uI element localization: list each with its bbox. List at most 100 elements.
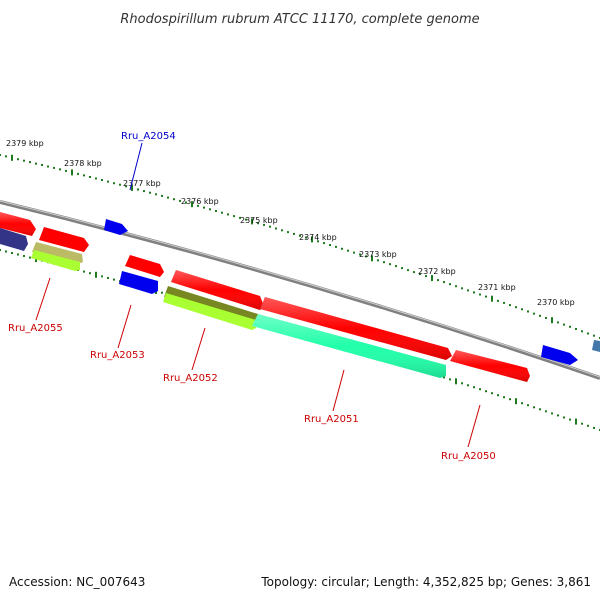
minor-tick: [587, 424, 589, 427]
minor-tick: [269, 225, 271, 228]
minor-tick: [239, 216, 241, 219]
minor-tick: [221, 211, 223, 214]
minor-tick: [587, 332, 589, 335]
gene-label-rru-a2053[interactable]: Rru_A2053: [90, 350, 145, 361]
minor-tick: [545, 410, 547, 413]
minor-tick: [569, 418, 571, 421]
minor-tick: [245, 218, 247, 221]
minor-tick: [581, 422, 583, 425]
gene-feature[interactable]: [31, 250, 80, 271]
label-leaders: [35, 142, 481, 448]
minor-tick: [209, 208, 211, 211]
major-tick: [71, 169, 73, 176]
minor-tick: [275, 227, 277, 230]
minor-tick: [167, 196, 169, 199]
minor-tick: [527, 310, 529, 313]
gene-feature[interactable]: [592, 340, 600, 352]
minor-tick: [461, 287, 463, 290]
minor-tick: [557, 321, 559, 324]
gene-label-rru-a2051[interactable]: Rru_A2051: [304, 414, 359, 425]
minor-tick: [23, 255, 25, 257]
gene-feature[interactable]: [125, 255, 164, 277]
minor-tick: [161, 291, 163, 294]
minor-tick: [77, 172, 79, 175]
minor-tick: [443, 376, 445, 379]
minor-tick: [557, 414, 559, 417]
minor-tick: [17, 158, 19, 161]
major-tick: [251, 218, 253, 225]
map-title: Rhodospirillum rubrum ATCC 11170, comple…: [120, 12, 479, 27]
minor-tick: [479, 388, 481, 391]
leader-line: [117, 304, 132, 349]
minor-tick: [119, 183, 121, 186]
minor-tick: [491, 392, 493, 395]
minor-tick: [365, 255, 367, 258]
gene-label-rru-a2050[interactable]: Rru_A2050: [441, 451, 496, 462]
minor-tick: [83, 270, 85, 273]
gene-feature[interactable]: [0, 228, 28, 251]
minor-tick: [305, 236, 307, 239]
minor-tick: [29, 256, 31, 259]
major-tick: [491, 295, 493, 302]
gene-feature[interactable]: [163, 293, 256, 330]
minor-tick: [317, 240, 319, 243]
minor-tick: [161, 194, 163, 197]
gene-feature[interactable]: [541, 345, 578, 365]
reverse-genes: [0, 212, 530, 382]
minor-tick: [59, 168, 61, 171]
kbp-label: 2377 kbp: [123, 179, 161, 188]
minor-tick: [521, 308, 523, 311]
reverse-scale-ticks: [0, 249, 600, 431]
minor-tick: [299, 234, 301, 237]
minor-tick: [107, 277, 109, 279]
minor-tick: [335, 245, 337, 248]
minor-tick: [497, 394, 499, 397]
minor-tick: [341, 247, 343, 250]
genome-backbone: [0, 200, 600, 380]
minor-tick: [89, 272, 91, 275]
minor-tick: [293, 232, 295, 235]
minor-tick: [461, 382, 463, 385]
minor-tick: [113, 182, 115, 185]
gene-feature[interactable]: [119, 271, 158, 294]
minor-tick: [257, 222, 259, 225]
leader-line: [191, 327, 206, 371]
minor-tick: [515, 306, 517, 309]
minor-tick: [155, 193, 157, 196]
gene-label-rru-a2052[interactable]: Rru_A2052: [163, 373, 218, 384]
minor-tick: [353, 251, 355, 254]
gene-shine: [450, 350, 530, 382]
minor-tick: [359, 253, 361, 256]
kbp-label: 2376 kbp: [181, 197, 219, 206]
kbp-label: 2370 kbp: [537, 298, 575, 307]
major-tick: [131, 184, 133, 191]
minor-tick: [197, 204, 199, 207]
gene-shine: [0, 212, 36, 236]
minor-tick: [11, 252, 13, 254]
gene-feature[interactable]: [39, 227, 89, 252]
gene-feature[interactable]: [32, 242, 83, 264]
minor-tick: [485, 295, 487, 298]
minor-tick: [35, 162, 37, 165]
minor-tick: [533, 406, 535, 409]
kbp-label: 2378 kbp: [64, 159, 102, 168]
major-tick: [11, 154, 13, 161]
gene-label-rru-a2054[interactable]: Rru_A2054: [121, 131, 176, 142]
minor-tick: [467, 384, 469, 387]
minor-tick: [185, 201, 187, 204]
minor-tick: [263, 223, 265, 226]
gene-label-rru-a2055[interactable]: Rru_A2055: [8, 323, 63, 334]
leader-line: [35, 277, 51, 321]
minor-tick: [389, 263, 391, 266]
minor-tick: [173, 198, 175, 201]
minor-tick: [575, 328, 577, 330]
minor-tick: [449, 378, 451, 381]
kbp-label: 2374 kbp: [299, 233, 337, 242]
minor-tick: [5, 250, 7, 253]
minor-tick: [437, 279, 439, 282]
minor-tick: [551, 412, 553, 415]
minor-tick: [179, 199, 181, 202]
gene-feature[interactable]: [104, 219, 128, 235]
minor-tick: [473, 386, 475, 389]
